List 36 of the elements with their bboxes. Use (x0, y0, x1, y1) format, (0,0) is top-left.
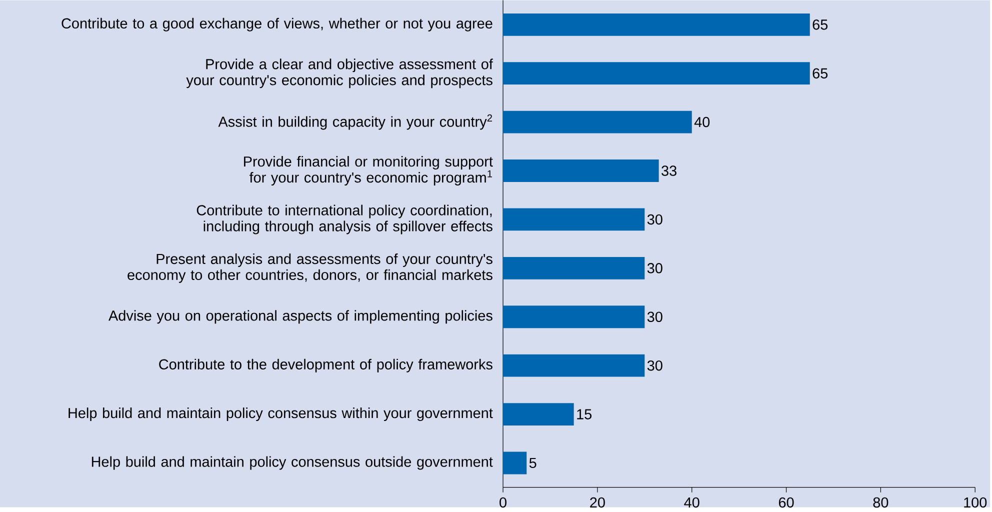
bar (503, 256, 645, 280)
x-tick-label: 80 (873, 497, 888, 508)
bar (503, 402, 574, 426)
y-tick-label: Help build and maintain policy consensus within your government (68, 407, 493, 421)
data-label: 30 (647, 312, 662, 322)
y-tick-label: Contribute to international policy coordination, including through analysis of spillover effects (196, 204, 492, 234)
y-tick-label: Contribute to the development of policy frameworks (159, 358, 492, 372)
data-label: 30 (647, 262, 662, 274)
data-label: 5 (529, 458, 536, 468)
x-tick-label: 40 (684, 497, 700, 508)
y-tick-label: Provide financial or monitoring support for your country's economic program$^{1}$ (244, 156, 493, 186)
data-label: 30 (647, 214, 662, 224)
y-tick-label: Assist in building capacity in your country$^{2}$ (218, 114, 492, 130)
data-label: 40 (694, 116, 710, 127)
y-tick-label: Provide a clear and objective assessment of your country's economic policies and prospects (186, 58, 493, 88)
bar (503, 305, 645, 328)
x-tick-label: 20 (590, 497, 605, 508)
y-tick-label: Contribute to a good exchange of views, whether or not you agree (62, 18, 492, 32)
bar (503, 110, 692, 134)
bar (503, 62, 810, 84)
x-tick-label: 60 (778, 497, 794, 508)
y-tick-label: Present analysis and assessments of your country's economy to other countries, donors, or financial markets (128, 253, 492, 283)
bar (503, 452, 527, 474)
data-label: 65 (812, 19, 828, 30)
bar (503, 208, 645, 230)
data-label: 15 (577, 409, 592, 420)
bar (503, 159, 659, 182)
y-tick-label: Advise you on operational aspects of implementing policies (108, 310, 492, 324)
data-label: 30 (647, 360, 662, 371)
x-tick-label: 100 (964, 497, 987, 508)
x-tick-label: 0 (500, 497, 506, 508)
bar (503, 13, 810, 36)
y-tick-label: Help build and maintain policy consensus outside government (92, 456, 493, 470)
data-label: 65 (812, 68, 828, 78)
bar (503, 354, 645, 377)
data-label: 33 (662, 165, 676, 176)
